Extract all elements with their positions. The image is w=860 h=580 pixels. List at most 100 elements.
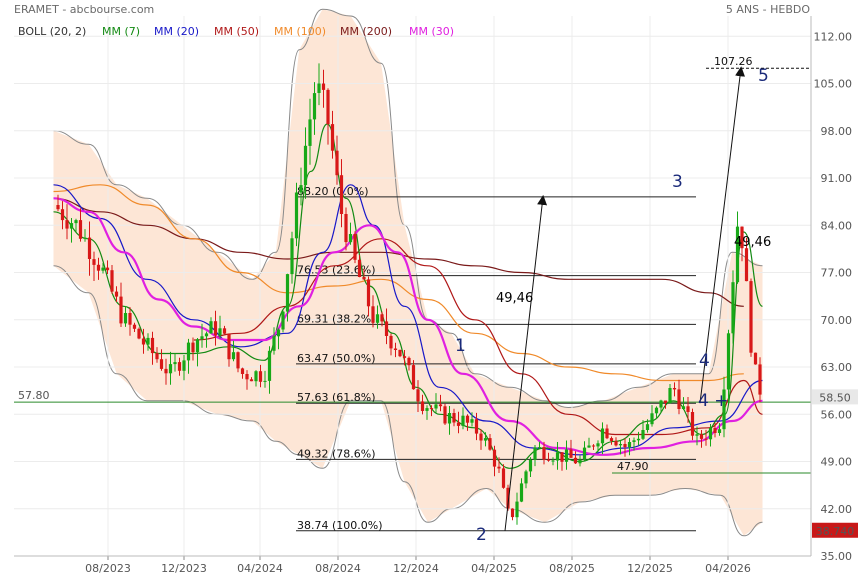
candle-body (524, 471, 528, 484)
candle-body (371, 306, 375, 323)
candle-body (186, 342, 191, 361)
candle-body (137, 328, 141, 339)
candle-body (389, 335, 393, 349)
candle-body (492, 449, 497, 467)
candle-body (578, 459, 582, 464)
candle-body (65, 220, 69, 229)
candle-body (348, 234, 353, 243)
candle-body (249, 379, 254, 382)
candle-body (416, 389, 420, 402)
last-price-tag (812, 389, 858, 405)
candle-body (173, 362, 177, 365)
support-line-label: 57.80 (18, 389, 50, 402)
y-tick-label: 42.00 (821, 503, 853, 516)
candle-body (308, 119, 312, 146)
candle-body (101, 267, 105, 271)
mm100-line (53, 184, 744, 382)
mm30-line (53, 197, 763, 456)
candle-body (285, 274, 290, 312)
fibonacci-label: 57.63 (61.8%) (297, 391, 376, 404)
candle-body (123, 313, 128, 324)
candle-body (222, 328, 227, 334)
candle-body (110, 270, 114, 292)
candle-body (321, 83, 326, 90)
bollinger-upper-line (53, 8, 763, 409)
y-tick-label: 35.00 (821, 550, 853, 563)
candle-body (146, 337, 150, 345)
candle-body (326, 89, 330, 125)
candle-body (546, 459, 551, 461)
candle-body (240, 368, 245, 374)
candle-body (384, 321, 389, 336)
candle-body (726, 333, 731, 390)
candle-body (645, 424, 650, 430)
candle-body (560, 452, 564, 462)
wave-label-5: 4 + (698, 391, 728, 411)
legend-item: MM (50) (214, 25, 259, 38)
candle-body (699, 434, 704, 439)
candle-body (353, 234, 357, 260)
x-tick-label: 04/2025 (471, 562, 517, 575)
candle-body (690, 412, 695, 436)
candle-body (533, 447, 537, 460)
candle-body (227, 333, 231, 360)
level-4790-label: 47.90 (617, 460, 649, 473)
candle-body (591, 445, 596, 447)
candle-body (114, 291, 119, 297)
y-tick-label: 77.00 (821, 267, 853, 280)
x-tick-label: 12/2023 (161, 562, 207, 575)
annotation-layer: 49,46 49,46 107.26 1 2 3 4 4 + 5 (455, 55, 810, 545)
candle-body (132, 324, 137, 329)
move-arrow-left (504, 194, 548, 531)
candle-body (555, 452, 560, 461)
candle-body (155, 353, 159, 360)
candle-body (551, 460, 555, 462)
candle-body (411, 365, 416, 390)
legend-item: MM (200) (340, 25, 392, 38)
candle-body (87, 237, 92, 259)
candle-body (294, 192, 299, 239)
candle-body (344, 214, 348, 243)
y-tick-label: 49.00 (821, 456, 853, 469)
candle-body (357, 259, 362, 277)
wave-label-2: 2 (476, 525, 487, 545)
candle-body (182, 360, 186, 371)
candle-body (600, 428, 605, 444)
candle-body (290, 238, 294, 275)
wave-label-6: 5 (758, 66, 769, 86)
candle-body (461, 415, 465, 426)
candle-body (164, 368, 168, 374)
candle-body (596, 443, 600, 447)
candle-body (263, 380, 267, 382)
fibonacci-label: 38.74 (100.0%) (297, 519, 383, 532)
legend-item: MM (30) (409, 25, 454, 38)
candle-body (659, 400, 663, 408)
y-tick-label: 70.00 (821, 314, 853, 327)
candle-body (402, 356, 407, 358)
candle-body (753, 352, 758, 365)
legend-item: MM (100) (274, 25, 326, 38)
candle-body (128, 313, 132, 325)
candle-body (609, 438, 614, 441)
candle-body (213, 321, 218, 336)
candle-layer (56, 63, 762, 525)
fibonacci-label: 88.20 (0.0%) (297, 185, 369, 198)
candle-body (366, 279, 371, 307)
candle-body (654, 407, 659, 414)
candle-body (299, 185, 303, 193)
moving-average-layer (53, 123, 764, 469)
candle-body (515, 501, 519, 518)
candle-body (96, 264, 101, 271)
x-tick-label: 12/2025 (627, 562, 673, 575)
candle-body (254, 371, 258, 382)
candle-body (60, 209, 65, 221)
candle-body (686, 406, 690, 412)
candle-body (582, 447, 587, 460)
candle-body (663, 400, 668, 403)
candle-body (668, 388, 672, 404)
candle-body (717, 429, 722, 433)
y-tick-label: 112.00 (814, 30, 853, 43)
candle-body (335, 150, 339, 176)
candle-body (470, 419, 474, 423)
y-tick-label: 91.00 (821, 172, 853, 185)
